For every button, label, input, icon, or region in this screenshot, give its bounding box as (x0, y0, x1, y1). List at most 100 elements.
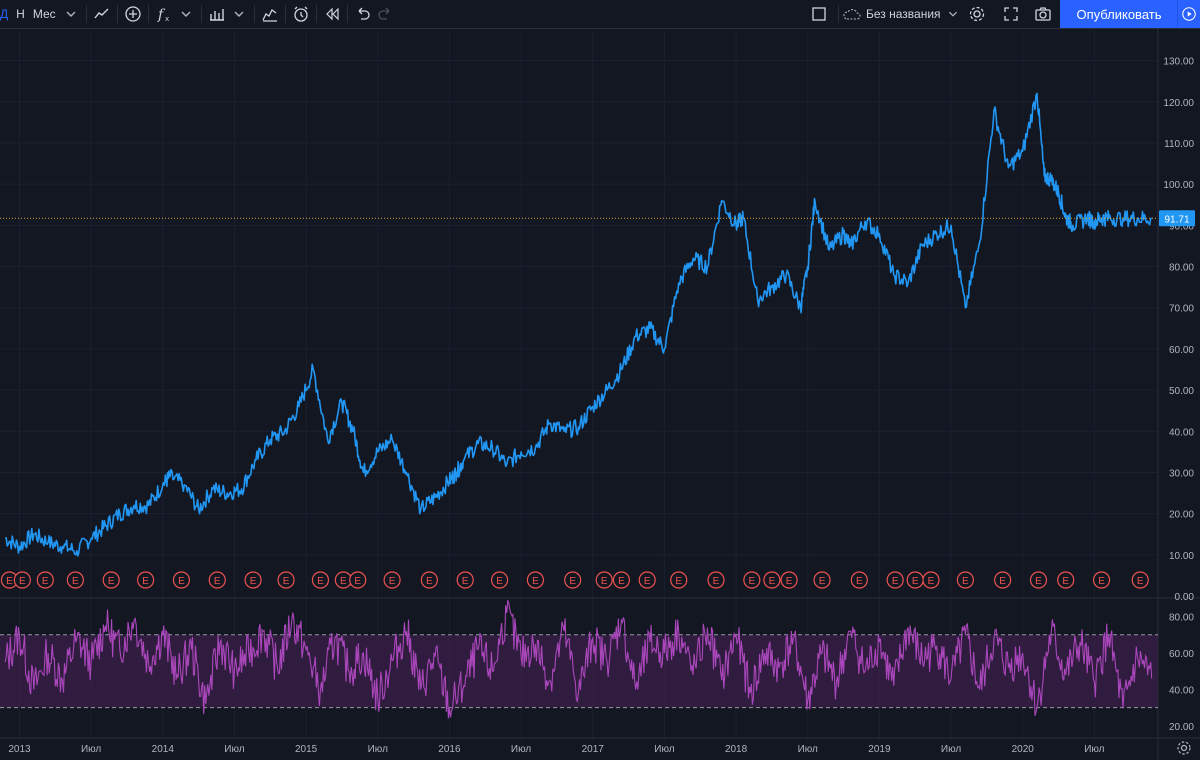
earnings-marker-label: E (72, 576, 79, 587)
earnings-marker[interactable]: E (13, 571, 31, 589)
earnings-marker-label: E (644, 576, 651, 587)
fullscreen-icon[interactable] (1000, 0, 1022, 28)
templates-icon[interactable] (259, 0, 281, 28)
earnings-marker[interactable]: E (490, 571, 509, 589)
earnings-marker[interactable]: E (595, 571, 613, 589)
earnings-marker[interactable]: E (172, 571, 191, 589)
price-tick-label: 100.00 (1163, 180, 1194, 191)
alarm-icon[interactable] (290, 0, 312, 28)
undo-icon[interactable] (352, 0, 374, 28)
earnings-marker-circle (956, 571, 974, 589)
earnings-marker[interactable]: E (1057, 571, 1075, 589)
earnings-marker[interactable]: E (638, 571, 656, 589)
earnings-marker-label: E (1137, 576, 1144, 587)
earnings-marker[interactable]: E (136, 571, 155, 589)
earnings-marker-circle (564, 571, 582, 589)
earnings-marker-label: E (819, 576, 826, 587)
earnings-marker[interactable]: E (956, 571, 974, 589)
earnings-marker[interactable]: E (743, 571, 761, 589)
redo-icon[interactable] (374, 0, 396, 28)
fullscreen-box-icon[interactable] (808, 0, 830, 28)
time-tick-label: 2016 (438, 744, 461, 755)
earnings-marker[interactable]: E (1131, 571, 1149, 589)
earnings-marker[interactable]: E (349, 571, 367, 589)
earnings-marker-circle (526, 571, 545, 589)
settings-gear-icon[interactable] (966, 0, 988, 28)
earnings-marker-circle (850, 571, 868, 589)
earnings-marker[interactable]: E (1029, 571, 1048, 589)
interval-day[interactable]: Д (0, 7, 9, 21)
interval-h[interactable]: Н (16, 7, 25, 21)
earnings-marker[interactable]: E (994, 571, 1012, 589)
time-tick-label: 2014 (152, 744, 175, 755)
earnings-marker[interactable]: E (244, 571, 262, 589)
earnings-marker[interactable]: E (780, 571, 798, 589)
bars-icon[interactable] (206, 0, 228, 28)
earnings-marker-circle (1131, 571, 1149, 589)
publish-button[interactable]: Опубликовать (1060, 0, 1178, 28)
chevron-down-icon[interactable] (175, 0, 197, 28)
earnings-marker[interactable]: E (208, 571, 226, 589)
earnings-marker[interactable]: E (612, 571, 631, 589)
earnings-marker-circle (1092, 571, 1111, 589)
camera-icon[interactable] (1032, 0, 1054, 28)
earnings-marker[interactable]: E (456, 571, 474, 589)
earnings-marker-label: E (928, 576, 935, 587)
play-icon[interactable] (1177, 0, 1200, 28)
earnings-marker-label: E (1098, 576, 1105, 587)
earnings-marker[interactable]: E (102, 571, 120, 589)
earnings-marker[interactable]: E (420, 571, 438, 589)
compare-add-icon[interactable] (122, 0, 144, 28)
earnings-marker-circle (780, 571, 798, 589)
earnings-marker-label: E (601, 576, 608, 587)
earnings-marker-label: E (462, 576, 469, 587)
earnings-marker-circle (490, 571, 509, 589)
axis-settings-icon[interactable] (1176, 740, 1192, 756)
earnings-marker[interactable]: E (707, 571, 725, 589)
rsi-tick-label: 60.00 (1169, 649, 1194, 660)
earnings-marker[interactable]: E (334, 571, 352, 589)
price-tick-label: 50.00 (1169, 386, 1194, 397)
earnings-marker-label: E (748, 576, 755, 587)
earnings-marker[interactable]: E (922, 571, 940, 589)
current-price-value: 91.71 (1164, 214, 1189, 225)
earnings-marker[interactable]: E (906, 571, 924, 589)
earnings-marker[interactable]: E (66, 571, 84, 589)
chart-type-icon[interactable] (91, 0, 113, 28)
earnings-marker[interactable]: E (813, 571, 831, 589)
price-series (4, 92, 1152, 557)
price-tick-label: 110.00 (1164, 139, 1194, 150)
earnings-marker[interactable]: E (277, 571, 295, 589)
chevron-down-icon[interactable] (60, 0, 82, 28)
layout-name[interactable]: Без названия (842, 0, 961, 28)
earnings-marker[interactable]: E (36, 571, 54, 589)
divider (116, 5, 118, 23)
time-tick-label: 2020 (1012, 744, 1035, 755)
earnings-marker-circle (763, 571, 781, 589)
interval-month[interactable]: Мес (32, 7, 56, 21)
earnings-marker-label: E (532, 576, 539, 587)
price-tick-label: 80.00 (1169, 263, 1194, 274)
earnings-marker[interactable]: E (763, 571, 781, 589)
chevron-down-icon[interactable] (945, 6, 961, 22)
chevron-down-icon[interactable] (228, 0, 250, 28)
earnings-marker[interactable]: E (526, 571, 545, 589)
earnings-marker[interactable]: E (564, 571, 582, 589)
earnings-marker[interactable]: E (1092, 571, 1111, 589)
divider (315, 5, 317, 23)
earnings-marker-label: E (1035, 576, 1042, 587)
earnings-marker[interactable]: E (311, 571, 330, 589)
earnings-marker[interactable]: E (886, 571, 904, 589)
earnings-marker[interactable]: E (383, 571, 401, 589)
time-tick-label: Июл (1084, 744, 1104, 755)
price-tick-label: 30.00 (1169, 468, 1194, 479)
earnings-marker[interactable]: E (670, 571, 688, 589)
earnings-marker-circle (311, 571, 330, 589)
earnings-marker[interactable]: E (850, 571, 868, 589)
earnings-marker-circle (36, 571, 54, 589)
earnings-marker-label: E (19, 576, 26, 587)
replay-icon[interactable] (321, 0, 343, 28)
